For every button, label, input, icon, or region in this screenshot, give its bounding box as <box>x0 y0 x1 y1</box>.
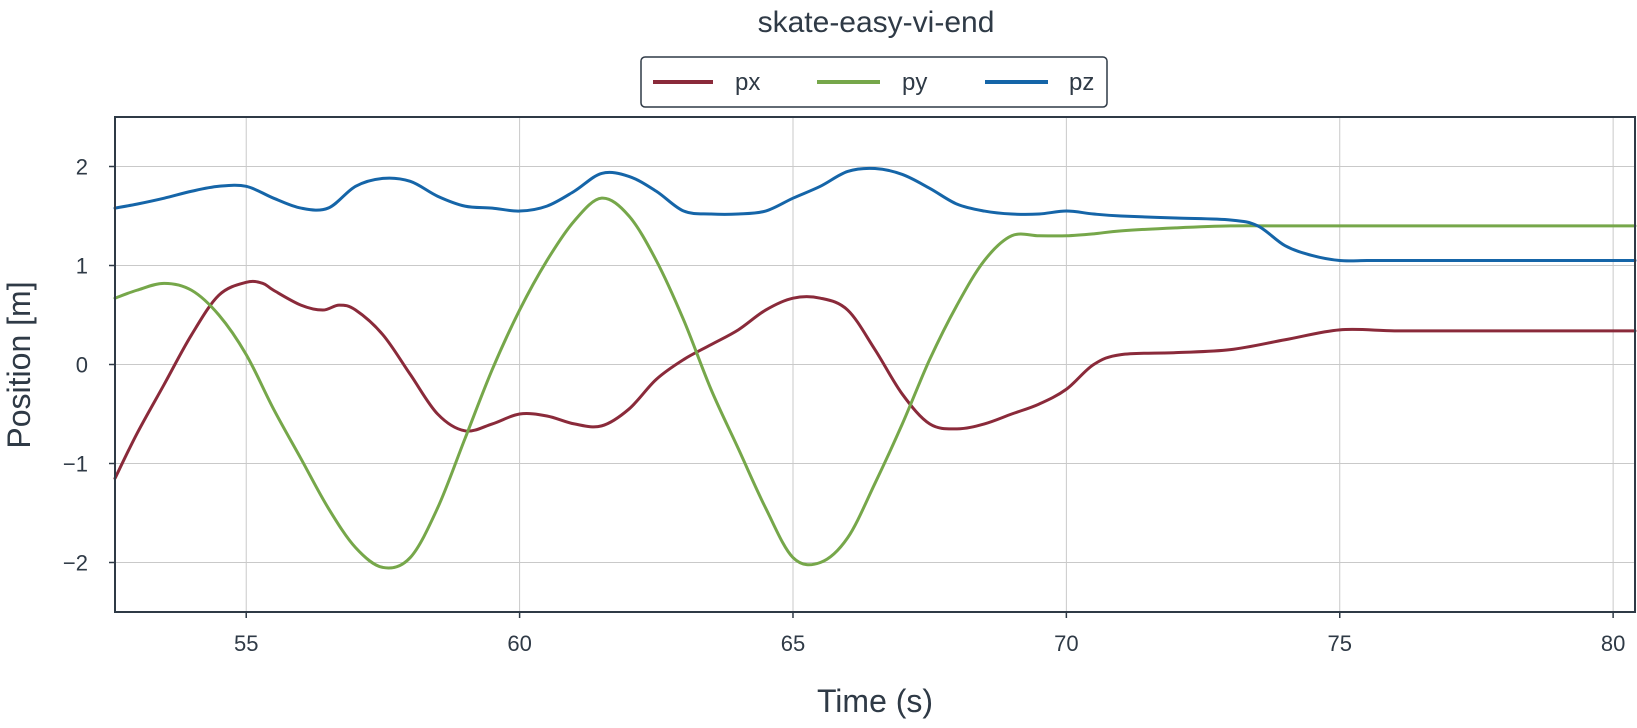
y-tick-label: 0 <box>76 353 88 378</box>
y-axis-label: Position [m] <box>1 281 37 448</box>
legend-label-py: py <box>902 69 927 96</box>
series-line-pz <box>113 166 1637 263</box>
x-tick-label: 70 <box>1054 631 1078 656</box>
axis-ticks: 55 60 65 70 75 80 2 1 0 −1 −2 <box>63 155 1625 657</box>
legend: px py pz <box>640 56 1108 108</box>
x-tick-label: 80 <box>1601 631 1625 656</box>
series-line-py <box>113 196 1637 570</box>
x-tick-label: 75 <box>1328 631 1352 656</box>
series-line-px <box>113 279 1637 480</box>
x-axis-label: Time (s) <box>817 683 933 719</box>
chart-title: skate-easy-vi-end <box>758 6 995 39</box>
legend-label-pz: pz <box>1069 69 1094 96</box>
y-tick-label: 1 <box>76 254 88 279</box>
x-tick-label: 65 <box>781 631 805 656</box>
y-tick-label: 2 <box>76 155 88 180</box>
series-lines <box>113 166 1637 570</box>
x-tick-label: 60 <box>507 631 531 656</box>
grid <box>115 117 1635 612</box>
legend-label-px: px <box>735 69 760 96</box>
y-tick-label: −2 <box>63 551 88 576</box>
y-tick-label: −1 <box>63 452 88 477</box>
x-tick-label: 55 <box>234 631 258 656</box>
